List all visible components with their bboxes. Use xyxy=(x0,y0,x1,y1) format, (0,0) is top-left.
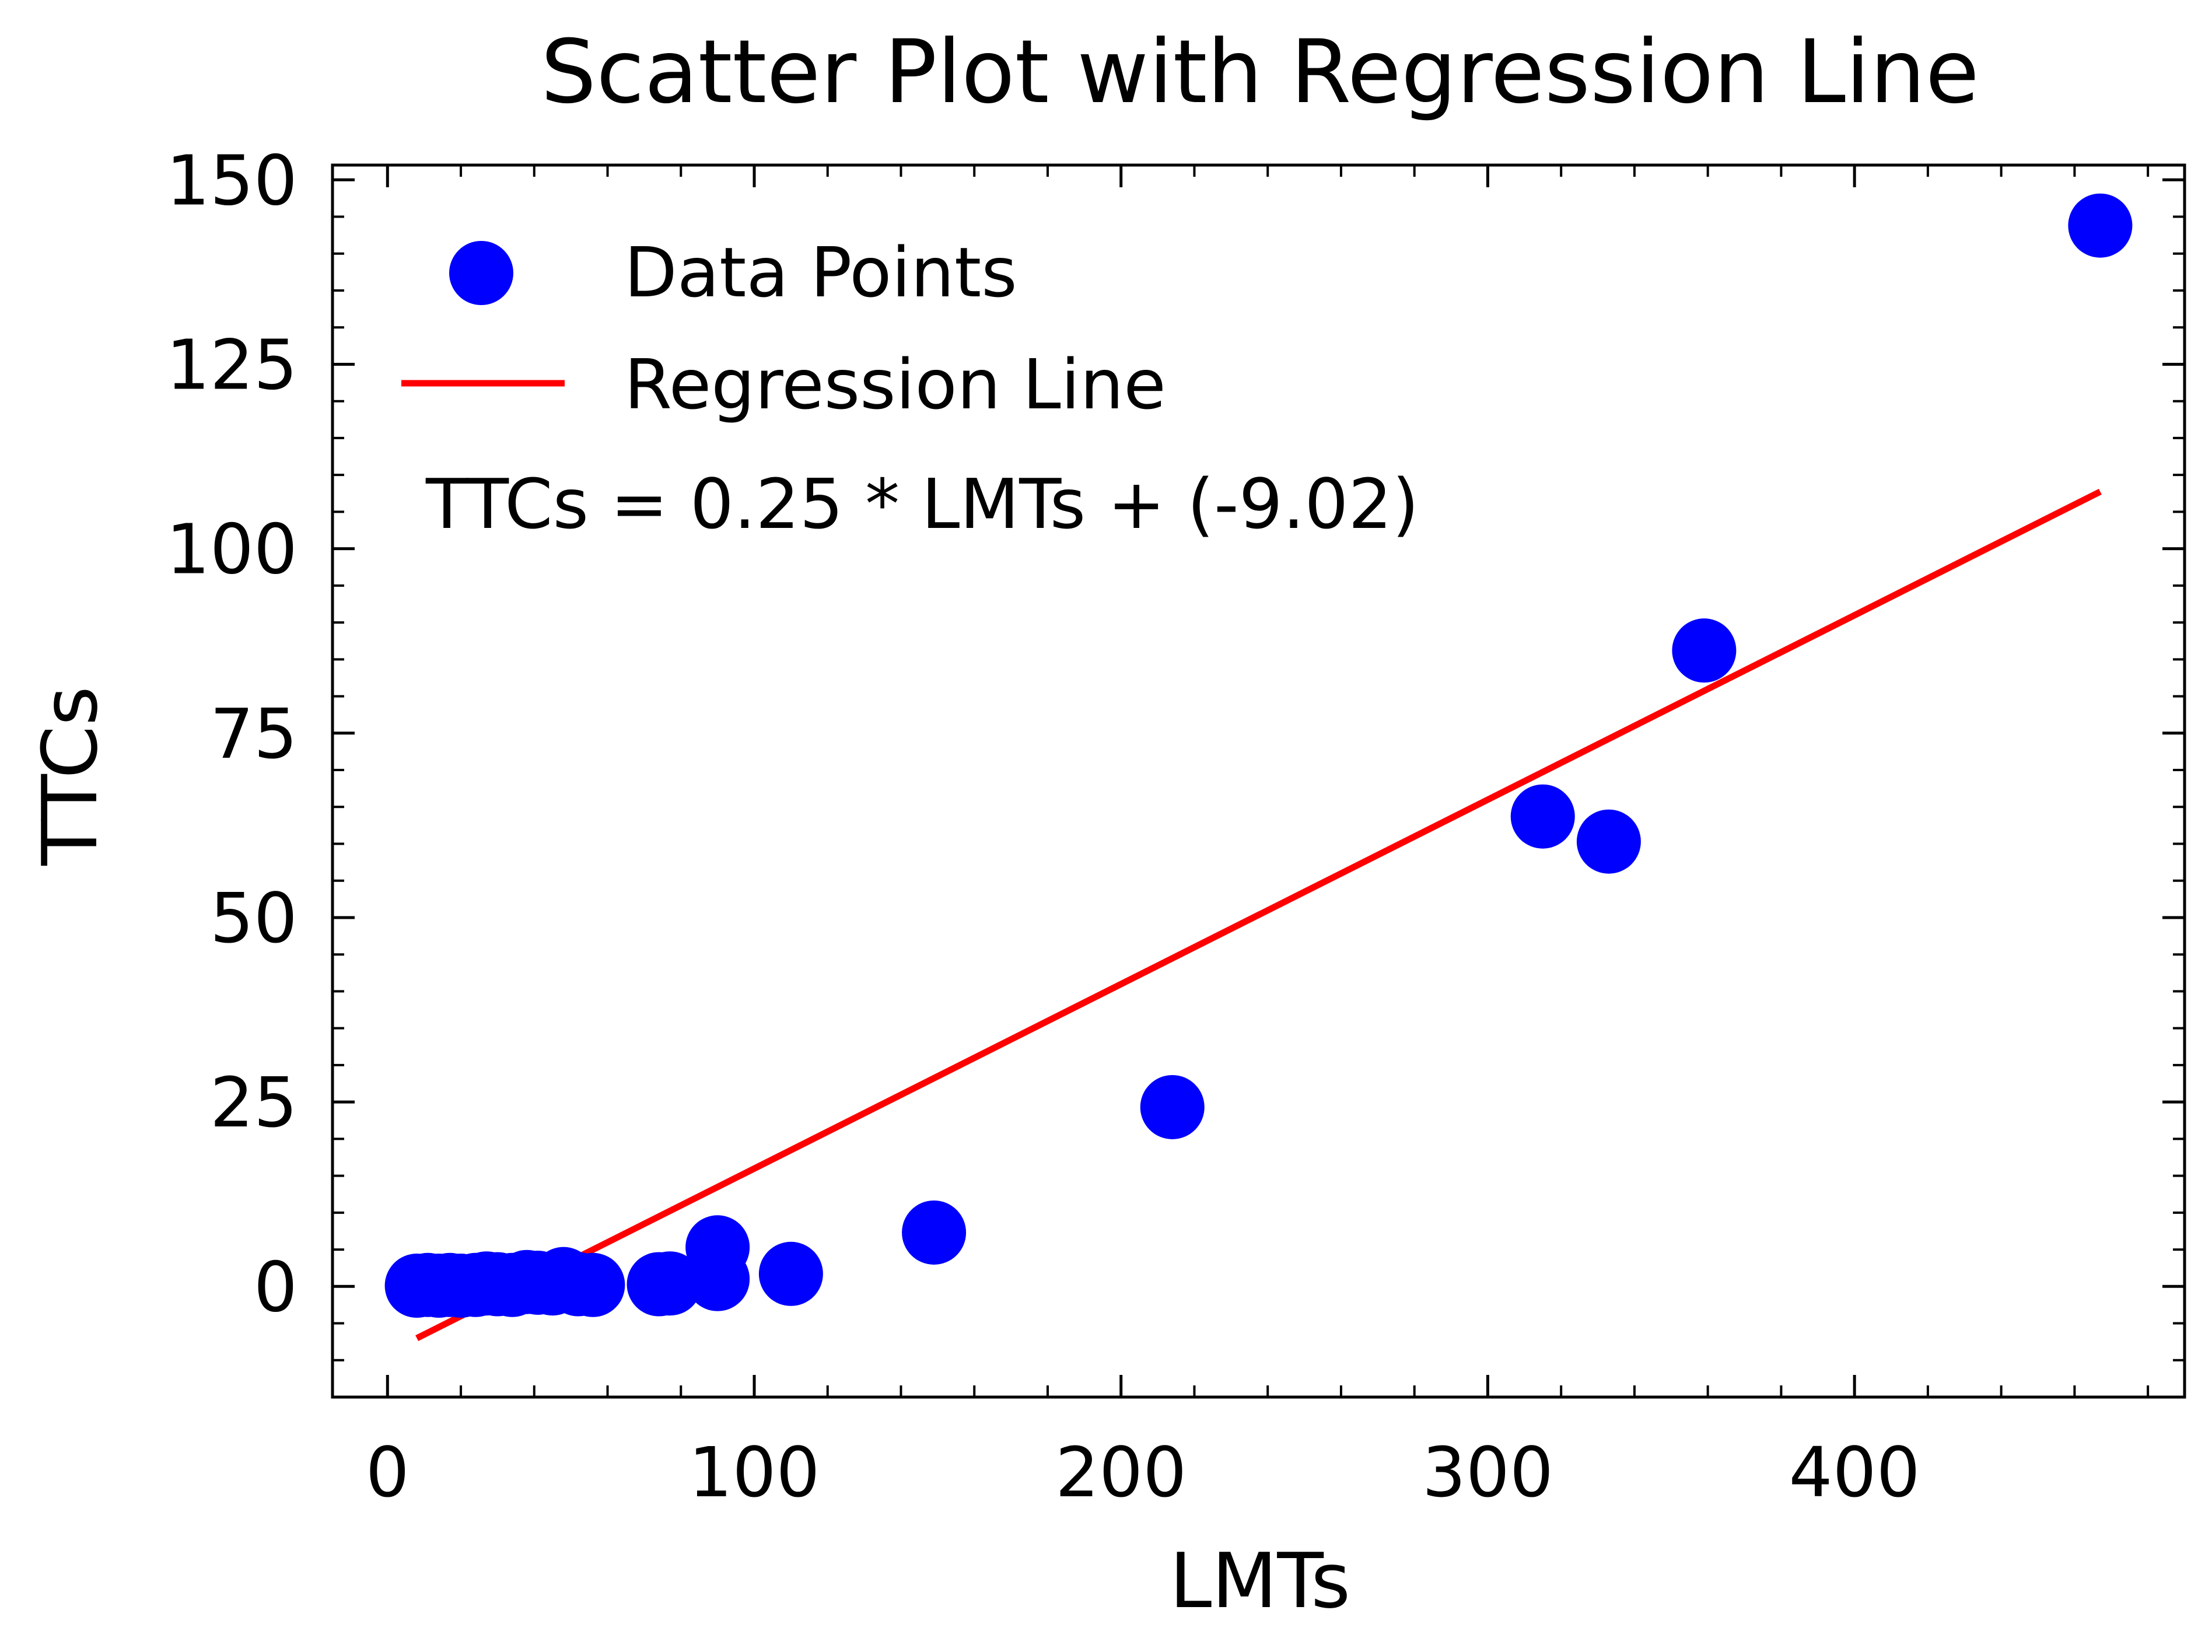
data-point xyxy=(2068,193,2133,258)
data-point xyxy=(902,1200,967,1265)
data-points xyxy=(384,193,2133,1318)
x-tick-label: 400 xyxy=(1789,1432,1920,1513)
y-tick-label: 0 xyxy=(254,1247,298,1327)
axis-ticks xyxy=(332,165,2185,1398)
legend: Data Points Regression Line xyxy=(401,232,1166,425)
x-tick-label: 100 xyxy=(688,1432,820,1513)
data-point xyxy=(758,1241,823,1306)
data-point xyxy=(1672,618,1737,683)
legend-marker-data-points xyxy=(449,241,513,305)
tick-labels: 0 100 200 300 400 0 25 50 75 100 125 150 xyxy=(166,140,1920,1513)
chart-title: Scatter Plot with Regression Line xyxy=(541,22,1979,123)
regression-equation: TTCs = 0.25 * LMTs + (-9.02) xyxy=(425,464,1419,544)
data-point xyxy=(561,1252,625,1317)
x-tick-label: 200 xyxy=(1055,1432,1186,1513)
y-tick-label: 150 xyxy=(166,140,298,220)
y-tick-label: 25 xyxy=(210,1062,298,1143)
plot-area xyxy=(384,193,2133,1341)
x-axis-label: LMTs xyxy=(1170,1536,1350,1625)
legend-label-regression-line: Regression Line xyxy=(624,344,1166,425)
data-point xyxy=(1140,1074,1205,1139)
data-point xyxy=(638,1251,702,1316)
y-tick-label: 100 xyxy=(166,509,298,590)
plot-frame xyxy=(331,163,2186,1399)
y-tick-label: 50 xyxy=(210,878,298,958)
x-tick-label: 0 xyxy=(366,1432,410,1513)
y-axis-label: TTCs xyxy=(26,686,114,866)
legend-label-data-points: Data Points xyxy=(624,232,1017,313)
data-point xyxy=(1576,809,1641,874)
data-point xyxy=(685,1247,750,1311)
regression-line xyxy=(415,488,2102,1341)
data-point xyxy=(1510,784,1575,849)
y-tick-label: 125 xyxy=(166,324,298,405)
y-tick-label: 75 xyxy=(210,694,298,774)
x-tick-label: 300 xyxy=(1422,1432,1553,1513)
